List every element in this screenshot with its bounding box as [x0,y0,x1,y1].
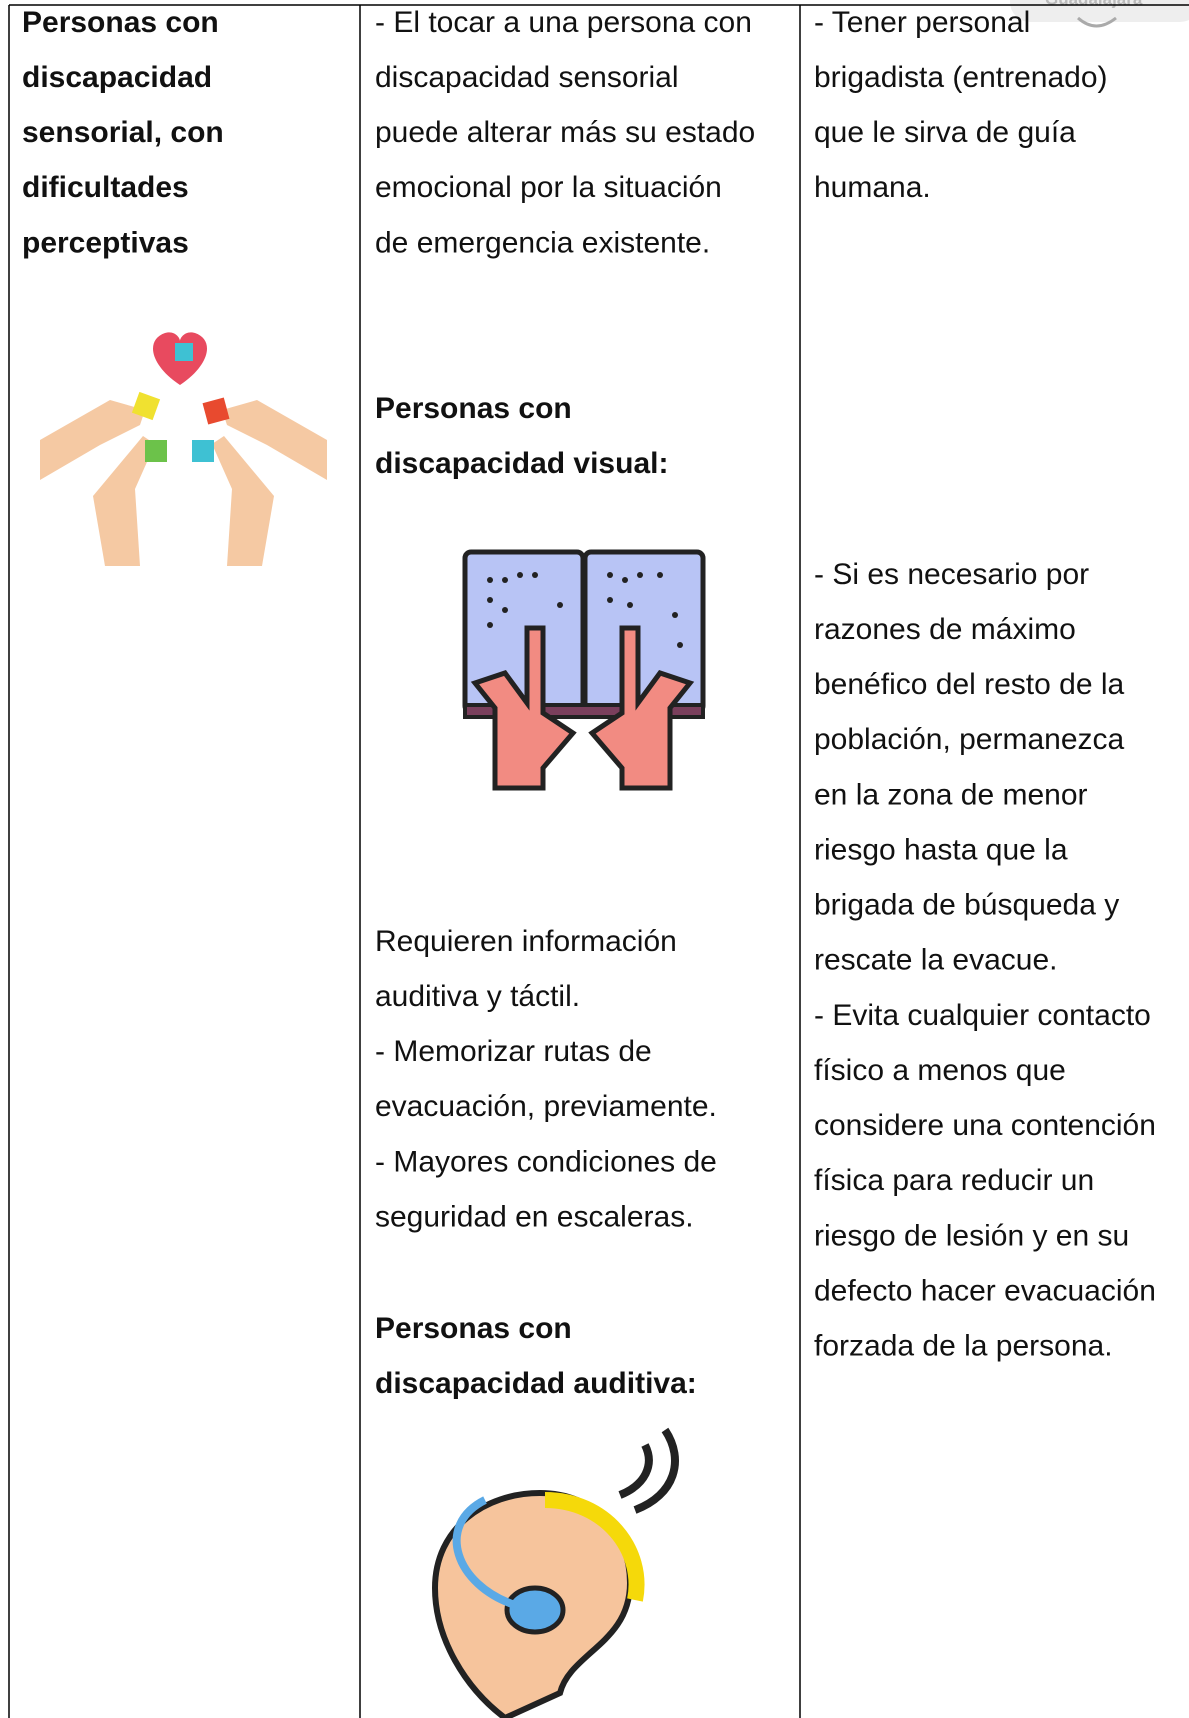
cell-text-line: - Tener personal [814,6,1030,39]
cell-text-line: auditiva y táctil. [375,980,580,1013]
cell-text-line: riesgo de lesión y en su [814,1219,1129,1252]
cell-heading-line: perceptivas [22,226,189,259]
cell-text-line: en la zona de menor [814,778,1088,811]
cell-heading-line: Personas con [22,6,219,39]
cell-text-line: humana. [814,171,931,204]
braille-book-icon [462,549,706,791]
cell-text-line: emocional por la situación [375,171,722,204]
cell-text-line: benéfico del resto de la [814,668,1125,701]
cell-heading-line: discapacidad visual: [375,447,668,480]
cell-text-line: evacuación, previamente. [375,1090,717,1123]
cell-text-line: brigadista (entrenado) [814,61,1108,94]
cell-text-line: - El tocar a una persona con [375,6,752,39]
cell-text-line: brigada de búsqueda y [814,889,1119,922]
cell-text-line: puede alterar más su estado [375,116,755,149]
puzzle-hands-icon [40,332,327,566]
cell-text-line: discapacidad sensorial [375,61,679,94]
cell-text-line: Requieren información [375,925,677,958]
cell-heading-line: discapacidad auditiva: [375,1367,697,1400]
table-borders [8,4,1189,1718]
cell-text-line: - Memorizar rutas de [375,1035,652,1068]
cell-text-line: - Si es necesario por [814,558,1089,591]
cell-text-line: físico a menos que [814,1054,1066,1087]
cell-heading-line: Personas con [375,392,572,425]
cell-text-line: forzada de la persona. [814,1330,1113,1363]
cell-heading-line: dificultades [22,171,189,204]
watermark-text: Guadalajara [1045,0,1143,8]
cell-text-line: considere una contención [814,1109,1156,1142]
cell-heading-line: Personas con [375,1312,572,1345]
cell-text-line: que le sirva de guía [814,116,1076,149]
cell-heading-line: sensorial, con [22,116,224,149]
cell-text-line: riesgo hasta que la [814,833,1068,866]
cell-text-line: defecto hacer evacuación [814,1274,1156,1307]
cell-text-line: seguridad en escaleras. [375,1200,694,1233]
hearing-aid-icon [431,1427,679,1718]
cell-text-line: población, permanezca [814,723,1125,756]
cell-text-line: de emergencia existente. [375,226,710,259]
table-text: Personas con discapacidad sensorial, con di… [22,6,1156,1400]
cell-text-line: - Evita cualquier contacto [814,999,1151,1032]
watermark: Guadalajara [1010,0,1189,28]
cell-text-line: - Mayores condiciones de [375,1145,717,1178]
cell-text-line: física para reducir un [814,1164,1094,1197]
cell-text-line: razones de máximo [814,613,1076,646]
cell-text-line: rescate la evacue. [814,944,1057,977]
cell-heading-line: discapacidad [22,61,212,94]
